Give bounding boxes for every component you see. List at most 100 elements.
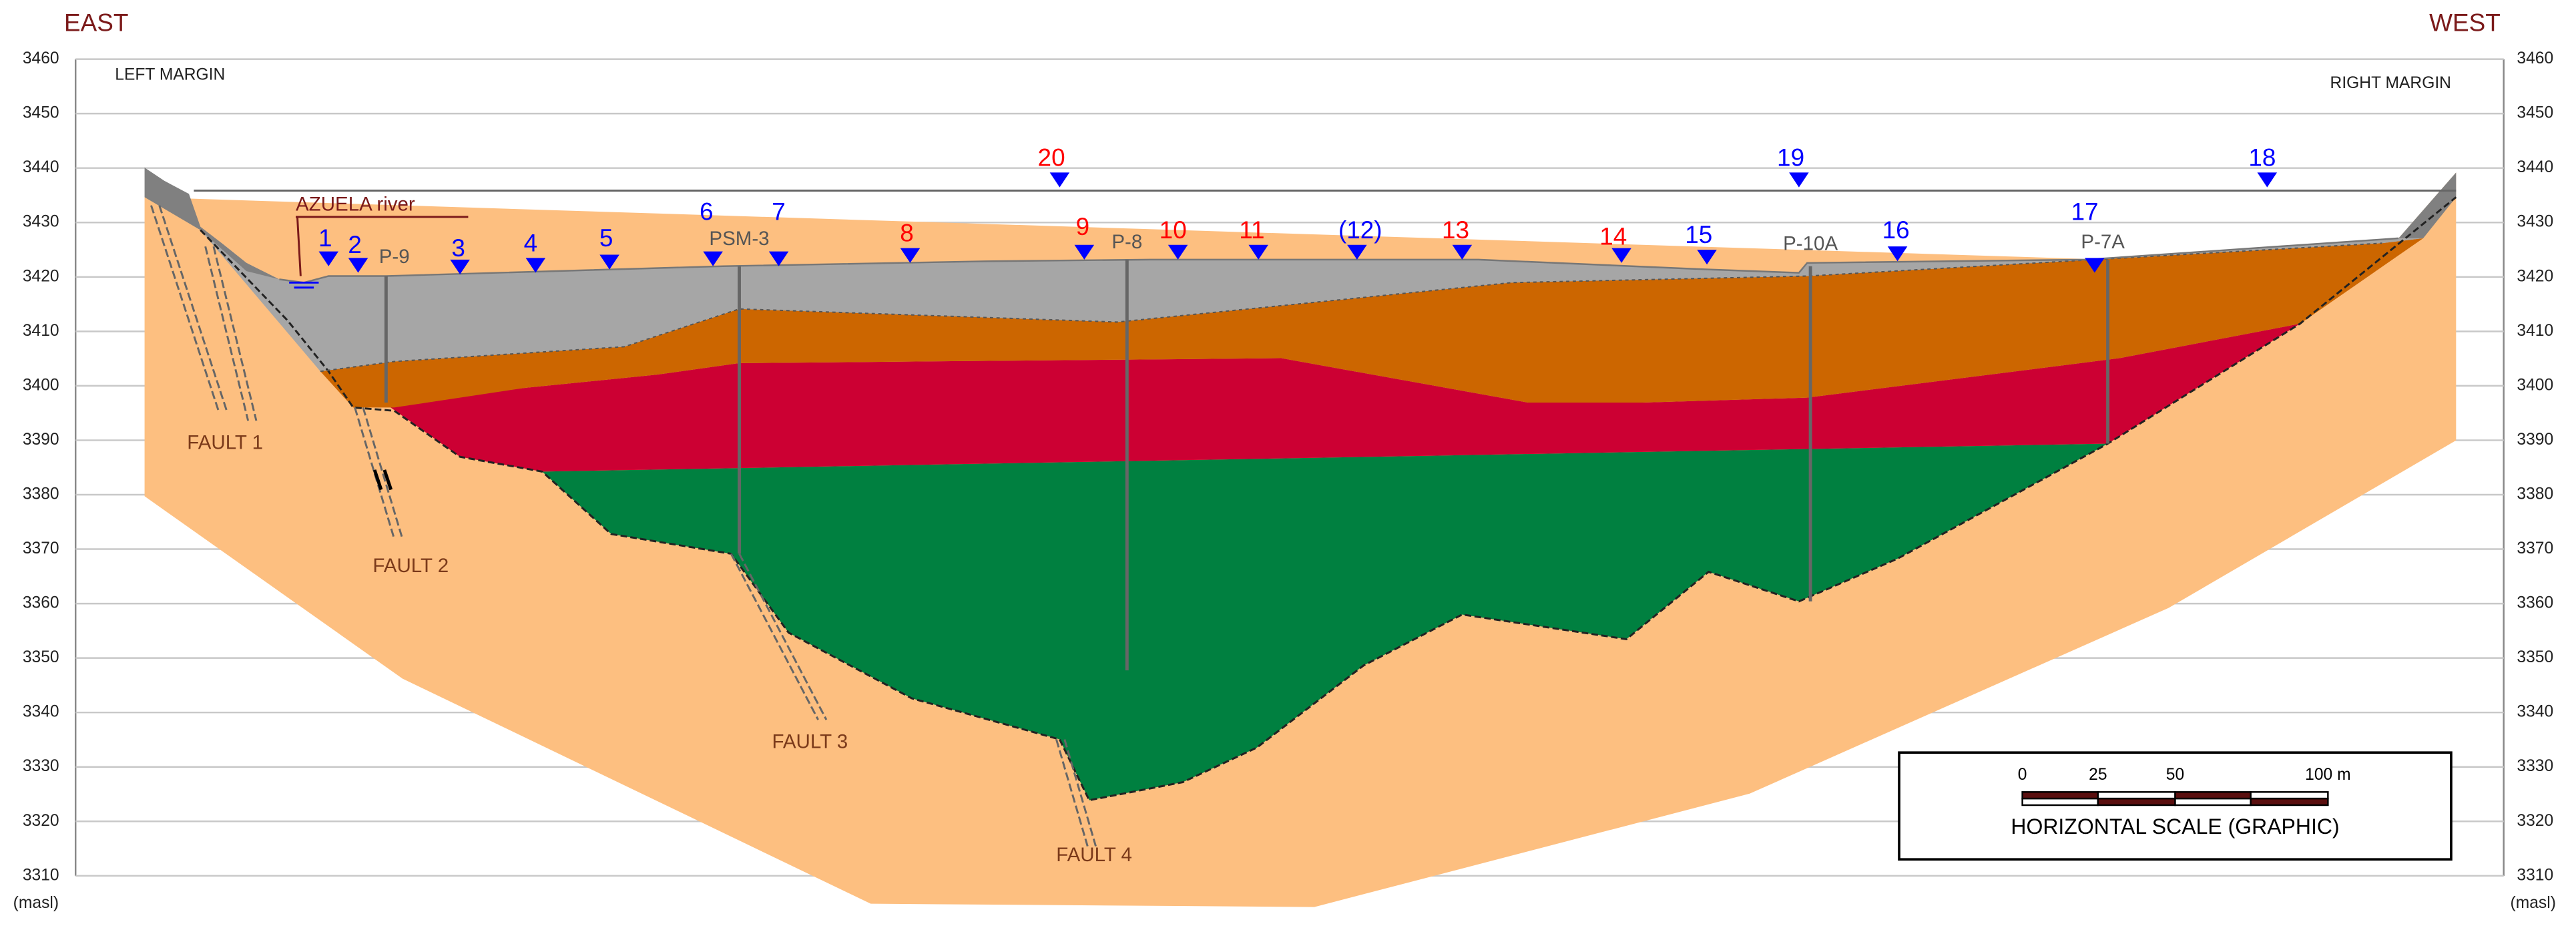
y-tick-label: 3320 <box>2517 812 2553 830</box>
point-label: 8 <box>900 220 914 247</box>
y-tick-label: 3310 <box>23 866 59 884</box>
orange-layer <box>320 238 2424 408</box>
y-tick-label: 3400 <box>23 376 59 394</box>
contact-line <box>200 196 2457 802</box>
left-margin-label: LEFT MARGIN <box>115 66 225 84</box>
fault-label: FAULT 1 <box>187 431 263 453</box>
y-tick-label: 3340 <box>2517 703 2553 721</box>
red-layer <box>386 323 2300 472</box>
water-level-marker <box>1697 250 1717 265</box>
point-label: 18 <box>2248 144 2276 171</box>
left-bank <box>144 168 280 280</box>
point-label: (12) <box>1338 216 1382 244</box>
y-tick-label: 3370 <box>2517 539 2553 557</box>
water-level-marker <box>1049 172 1070 188</box>
water-level-marker <box>1452 244 1473 260</box>
fault-label: FAULT 2 <box>372 555 449 577</box>
y-tick-label: 3330 <box>23 757 59 775</box>
scale-tick: 25 <box>2089 766 2107 784</box>
point-label: 3 <box>451 234 465 262</box>
river-pointer <box>295 216 469 276</box>
y-tick-label: 3330 <box>2517 757 2553 775</box>
y-tick-label: 3370 <box>23 539 59 557</box>
y-tick-label: 3390 <box>2517 431 2553 449</box>
water-level-marker <box>1789 172 1809 188</box>
water-level-marker <box>599 254 619 270</box>
point-label: 6 <box>700 198 714 226</box>
borehole-label: P-9 <box>379 246 410 268</box>
point-label: 1 <box>318 224 332 252</box>
point-label: 16 <box>1882 216 1910 244</box>
ground-surface <box>279 237 2399 284</box>
water-level-marker <box>2085 258 2105 273</box>
point-label: 4 <box>524 229 538 256</box>
water-level-marker <box>1248 244 1268 260</box>
y-tick-label: 3310 <box>2517 866 2553 884</box>
west-label: WEST <box>2429 9 2501 37</box>
point-label: 10 <box>1160 216 1187 244</box>
y-tick-label: 3320 <box>23 812 59 830</box>
point-label: 7 <box>772 198 786 226</box>
east-label: EAST <box>64 9 128 37</box>
contact-line <box>320 242 2382 373</box>
water-level-marker <box>2257 172 2278 188</box>
point-label: 20 <box>1038 144 1065 171</box>
y-tick-label: 3410 <box>23 322 59 340</box>
water-level-marker <box>1074 244 1095 260</box>
river-icon <box>289 281 319 289</box>
y-tick-label: 3380 <box>23 485 59 503</box>
water-level-marker <box>1887 246 1908 262</box>
point-label: 13 <box>1442 216 1469 244</box>
river-label: AZUELA river <box>296 193 415 215</box>
y-tick-label: 3340 <box>23 703 59 721</box>
axis-unit: (masl) <box>2511 894 2556 912</box>
y-tick-label: 3430 <box>2517 213 2553 231</box>
point-label: 11 <box>1239 216 1264 244</box>
y-tick-label: 3440 <box>23 158 59 176</box>
scale-tick: 100 m <box>2305 766 2350 784</box>
fault-label: FAULT 4 <box>1056 844 1132 866</box>
y-tick-label: 3380 <box>2517 485 2553 503</box>
axis-unit: (masl) <box>13 894 59 912</box>
borehole-label: PSM-3 <box>709 228 769 250</box>
fault-arrow <box>372 469 393 491</box>
y-tick-label: 3350 <box>23 648 59 666</box>
point-label: 5 <box>599 224 613 252</box>
point-label: 2 <box>348 231 362 258</box>
y-tick-label: 3450 <box>2517 104 2553 122</box>
water-level-marker <box>768 251 789 266</box>
water-level-marker <box>1611 248 1631 263</box>
y-tick-label: 3420 <box>23 267 59 285</box>
point-label: 15 <box>1685 221 1712 248</box>
y-tick-label: 3460 <box>23 49 59 67</box>
borehole-label: P-10A <box>1783 233 1838 255</box>
right-margin-label: RIGHT MARGIN <box>2330 74 2451 92</box>
y-tick-label: 3450 <box>23 104 59 122</box>
point-label: 19 <box>1777 144 1804 171</box>
y-tick-label: 3390 <box>23 431 59 449</box>
borehole-label: P-8 <box>1111 231 1142 253</box>
fault-lines <box>150 205 1097 847</box>
water-level-marker <box>318 251 338 266</box>
y-tick-label: 3410 <box>2517 322 2553 340</box>
water-level-marker <box>703 251 723 266</box>
y-tick-label: 3430 <box>23 213 59 231</box>
y-tick-label: 3440 <box>2517 158 2553 176</box>
green-layer <box>542 443 2108 800</box>
y-tick-label: 3350 <box>2517 648 2553 666</box>
scale-tick: 0 <box>2018 766 2027 784</box>
fault-label: FAULT 3 <box>772 730 848 752</box>
y-tick-label: 3460 <box>2517 49 2553 67</box>
y-tick-label: 3360 <box>23 594 59 612</box>
y-tick-label: 3400 <box>2517 376 2553 394</box>
gray-layer <box>200 230 2424 372</box>
water-level-marker <box>1168 244 1188 260</box>
scale-bar <box>2021 791 2329 806</box>
point-label: 9 <box>1076 213 1090 240</box>
point-label: 14 <box>1599 223 1627 250</box>
point-label: 17 <box>2071 198 2099 226</box>
scale-title: HORIZONTAL SCALE (GRAPHIC) <box>2011 814 2339 839</box>
water-level-marker <box>348 258 368 273</box>
scale-tick: 50 <box>2166 766 2184 784</box>
water-level-marker <box>900 248 921 263</box>
